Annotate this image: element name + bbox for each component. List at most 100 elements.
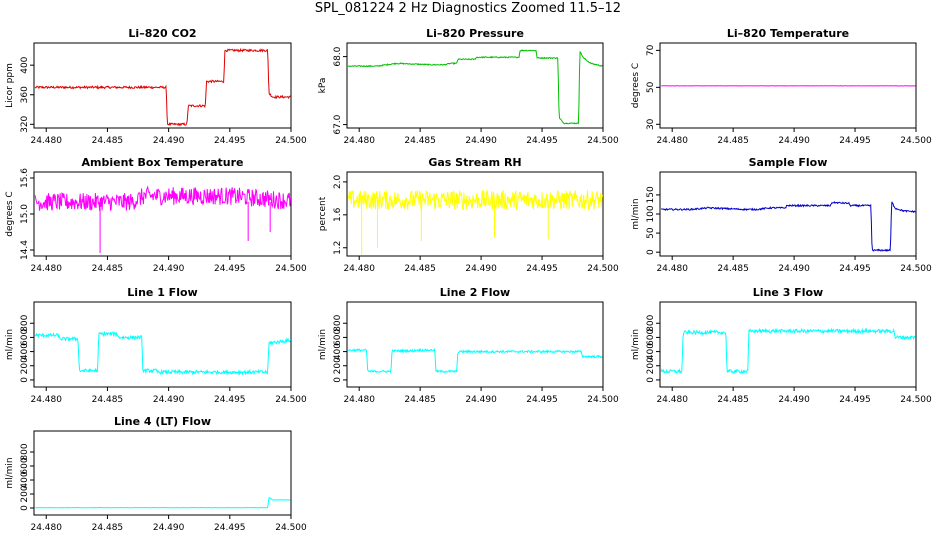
plot-frame [659,171,917,257]
series-line [347,49,603,125]
y-axis-label: degrees C [631,63,641,108]
x-tick-label: 24.485 [92,264,124,274]
y-tick-label: 800 [20,443,30,460]
panel-title: Line 1 Flow [127,286,197,299]
x-tick-label: 24.485 [92,395,124,405]
y-tick-label: 150 [646,186,656,203]
y-tick-label: 200 [20,357,30,374]
series-line [660,200,916,252]
x-tick-label: 24.490 [778,264,810,274]
y-tick-label: 200 [646,357,656,374]
panel-title: Li–820 Pressure [426,27,524,40]
series-line [660,327,916,375]
chart-panel-6: Sample Flow 24.480 24.485 24.490 24.495 24.50… [631,156,932,274]
y-tick-label: 600 [20,457,30,474]
x-tick-label: 24.495 [214,395,246,405]
series-line [347,347,603,374]
series-line [34,47,291,127]
y-tick-label: 200 [333,357,343,374]
y-tick-label: 200 [20,485,30,502]
y-axis-label: ml/min [5,329,15,360]
y-tick-label: 50 [646,81,656,93]
plot-frame [659,42,917,129]
x-tick-label: 24.480 [343,136,375,146]
x-tick-label: 24.500 [900,136,932,146]
y-tick-label: 68.0 [333,46,343,66]
chart-panel-4: Ambient Box Temperature 24.480 24.485 24.49… [5,156,307,274]
y-tick-label: 1.6 [333,207,343,222]
y-tick-label: 400 [20,471,30,488]
x-tick-label: 24.500 [587,136,619,146]
series-line [347,189,603,211]
y-tick-label: 600 [646,329,656,346]
x-tick-label: 24.500 [275,523,307,533]
plot-frame [33,171,292,257]
x-tick-label: 24.495 [526,136,558,146]
y-tick-label: 50 [646,227,656,239]
x-tick-label: 24.485 [404,264,436,274]
chart-panel-9: Line 3 Flow 24.480 24.485 24.490 24.495 24.50… [631,286,932,405]
chart-panel-10: Line 4 (LT) Flow 24.480 24.485 24.490 24.495… [5,415,307,533]
x-tick-label: 24.480 [30,523,62,533]
panel-title: Gas Stream RH [428,156,521,169]
x-tick-label: 24.495 [526,395,558,405]
y-axis-label: degrees C [5,191,15,236]
series-line [34,185,291,212]
plot-frame [659,301,917,388]
panel-title: Line 4 (LT) Flow [114,415,211,428]
x-tick-label: 24.490 [778,136,810,146]
y-tick-label: 0 [646,377,656,383]
panel-title: Li–820 Temperature [727,27,849,40]
x-tick-label: 24.490 [153,523,185,533]
x-tick-label: 24.495 [839,264,871,274]
y-axis-label: kPa [318,78,328,94]
y-tick-label: 400 [20,343,30,360]
x-tick-label: 24.490 [465,136,497,146]
x-tick-label: 24.495 [839,395,871,405]
x-tick-label: 24.485 [717,395,749,405]
plot-frame [33,430,292,516]
y-tick-label: 400 [20,56,30,73]
y-tick-label: 320 [20,115,30,132]
x-tick-label: 24.480 [656,395,688,405]
y-tick-label: 800 [20,314,30,331]
x-tick-label: 24.495 [839,136,871,146]
series-line [35,496,291,509]
y-tick-label: 800 [646,314,656,331]
chart-panel-5: Gas Stream RH 24.480 24.485 24.490 24.495 24.… [318,156,619,274]
y-tick-label: 15.6 [20,168,30,188]
x-tick-label: 24.485 [404,395,436,405]
y-tick-label: 400 [333,343,343,360]
y-tick-label: 0 [20,377,30,383]
y-tick-label: 0 [333,377,343,383]
panel-title: Sample Flow [749,156,828,169]
chart-panel-3: Li–820 Temperature 24.480 24.485 24.490 24.4… [631,27,932,146]
x-tick-label: 24.500 [587,395,619,405]
x-tick-label: 24.480 [343,395,375,405]
series-line [34,330,291,376]
x-tick-label: 24.490 [153,264,185,274]
chart-panel-2: Li–820 Pressure 24.480 24.485 24.490 24.495 2… [318,27,619,146]
x-tick-label: 24.485 [92,523,124,533]
plot-frame [33,42,292,129]
y-tick-label: 70 [646,44,656,56]
chart-panel-1: Li–820 CO2 24.480 24.485 24.490 24.495 24.500… [5,27,307,146]
y-tick-label: 67.0 [333,114,343,134]
panel-title: Li–820 CO2 [128,27,196,40]
y-tick-label: 400 [646,343,656,360]
x-tick-label: 24.500 [275,136,307,146]
plot-frame [346,301,604,388]
x-tick-label: 24.495 [526,264,558,274]
y-tick-label: 600 [333,329,343,346]
y-tick-label: 0 [20,505,30,511]
x-tick-label: 24.500 [900,395,932,405]
x-tick-label: 24.485 [92,136,124,146]
x-tick-label: 24.495 [214,264,246,274]
y-axis-label: ml/min [631,329,641,360]
x-tick-label: 24.490 [153,136,185,146]
x-tick-label: 24.490 [465,264,497,274]
y-axis-label: ml/min [5,457,15,488]
x-tick-label: 24.480 [30,264,62,274]
y-axis-label: ml/min [631,198,641,229]
